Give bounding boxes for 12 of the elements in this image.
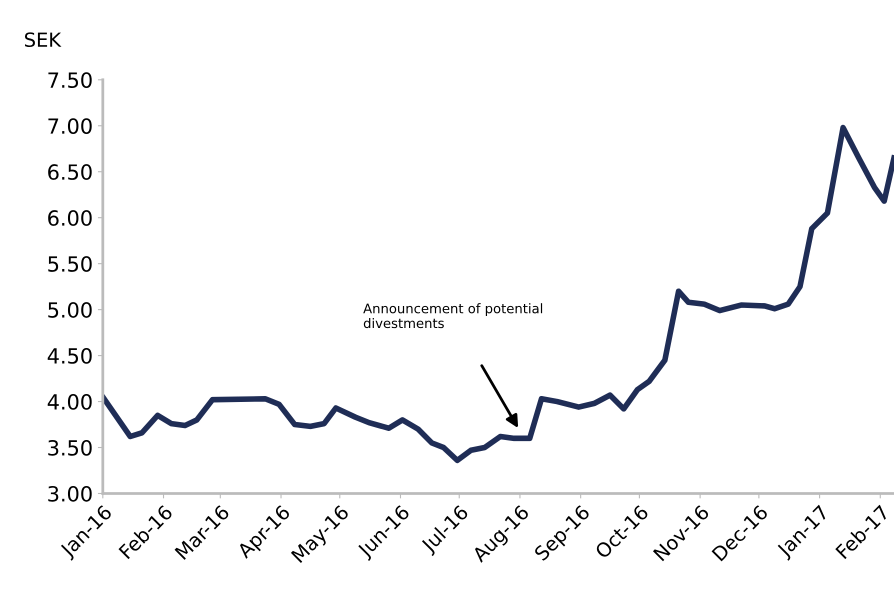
y-tick-label: 3.50: [48, 440, 92, 456]
y-tick-label: 6.50: [48, 164, 92, 180]
y-tick-label: 4.00: [48, 394, 92, 410]
annotation: Announcement of potential divestments: [363, 303, 542, 328]
y-tick-label: 4.50: [48, 348, 92, 364]
y-tick-label: 6.00: [48, 210, 92, 226]
y-tick-label: 3.00: [48, 486, 92, 502]
y-tick-label: 7.50: [48, 72, 92, 88]
y-tick-label: 5.50: [48, 256, 92, 272]
y-tick-label: 7.00: [48, 118, 92, 134]
y-tick-label: 5.00: [48, 302, 92, 318]
y-axis-title: SEK: [24, 32, 62, 48]
